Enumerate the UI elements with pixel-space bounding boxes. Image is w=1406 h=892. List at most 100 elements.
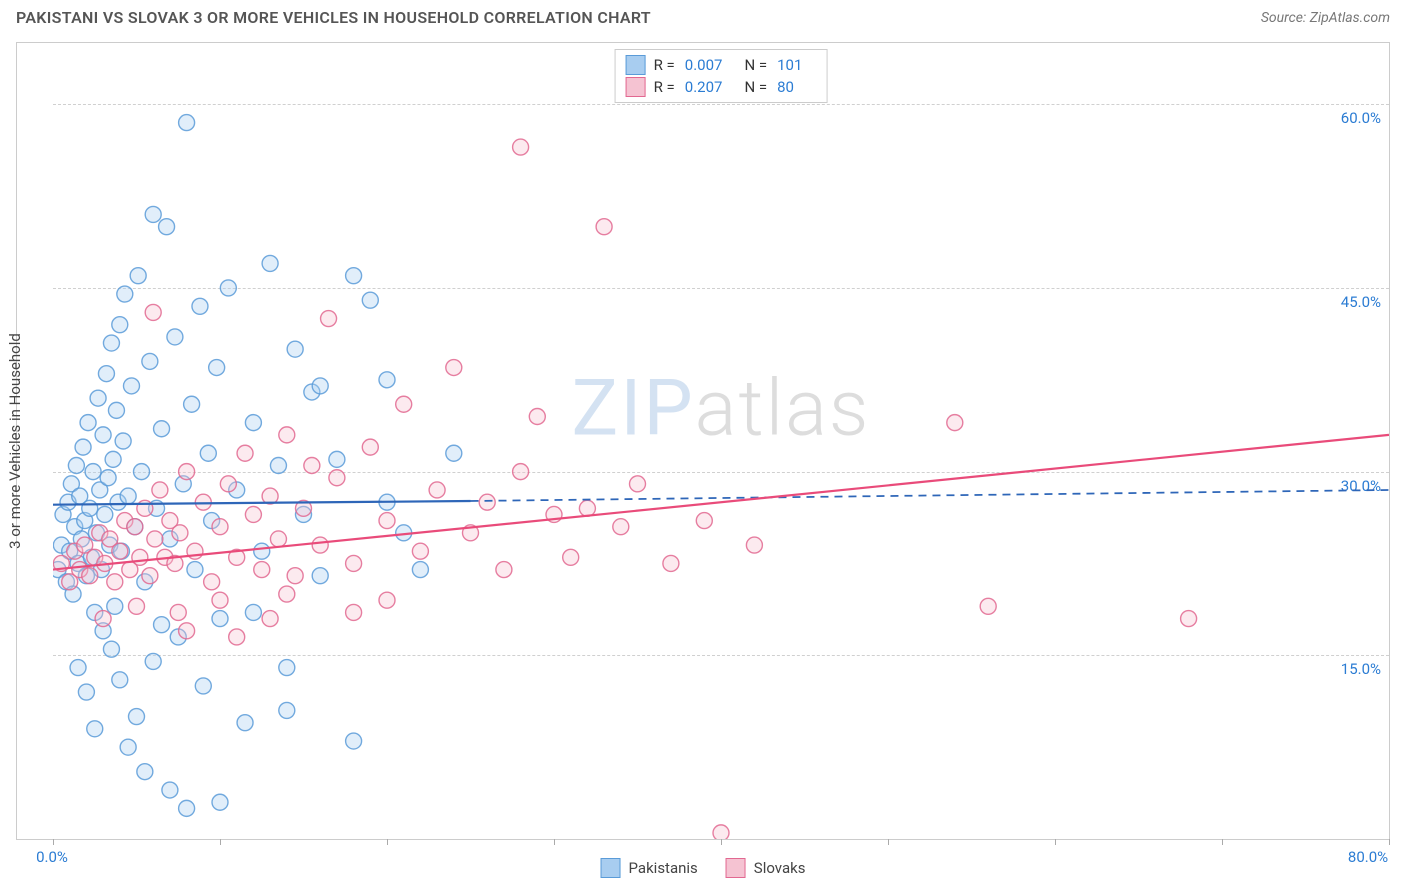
scatter-point xyxy=(98,366,114,382)
scatter-point xyxy=(429,482,445,498)
scatter-point xyxy=(145,304,161,320)
scatter-point xyxy=(107,598,123,614)
scatter-point xyxy=(262,255,278,271)
x-tick-mark xyxy=(554,839,555,845)
scatter-point xyxy=(200,445,216,461)
scatter-point xyxy=(279,427,295,443)
scatter-point xyxy=(142,353,158,369)
scatter-point xyxy=(312,568,328,584)
scatter-point xyxy=(195,678,211,694)
scatter-point xyxy=(229,629,245,645)
chart-area: 3 or more Vehicles in Household 15.0%30.… xyxy=(16,42,1390,840)
scatter-point xyxy=(184,396,200,412)
x-axis-min-label: 0.0% xyxy=(36,848,68,866)
scatter-point xyxy=(312,537,328,553)
scatter-point xyxy=(237,445,253,461)
scatter-point xyxy=(287,341,303,357)
scatter-point xyxy=(362,292,378,308)
scatter-point xyxy=(82,568,98,584)
x-tick-mark xyxy=(1222,839,1223,845)
legend-item-slovaks: Slovaks xyxy=(726,858,806,878)
scatter-point xyxy=(446,360,462,376)
scatter-point xyxy=(120,739,136,755)
n-value-pakistanis: 101 xyxy=(777,56,802,74)
scatter-point xyxy=(154,421,170,437)
scatter-point xyxy=(82,500,98,516)
scatter-point xyxy=(129,709,145,725)
scatter-point xyxy=(412,543,428,559)
scatter-point xyxy=(129,598,145,614)
r-value-slovaks: 0.207 xyxy=(685,78,723,96)
scatter-point xyxy=(713,825,729,839)
swatch-pakistanis xyxy=(601,858,621,878)
scatter-point xyxy=(100,470,116,486)
scatter-point xyxy=(112,317,128,333)
scatter-point xyxy=(95,427,111,443)
scatter-point xyxy=(479,494,495,510)
x-tick-mark xyxy=(1389,839,1390,845)
legend-row-slovaks: R = 0.207 N = 80 xyxy=(626,76,817,98)
scatter-point xyxy=(237,715,253,731)
r-label: R = xyxy=(654,78,675,96)
scatter-point xyxy=(105,451,121,467)
swatch-slovaks xyxy=(726,858,746,878)
swatch-pakistanis xyxy=(626,55,646,75)
scatter-point xyxy=(245,604,261,620)
scatter-point xyxy=(117,286,133,302)
scatter-point xyxy=(1181,611,1197,627)
scatter-point xyxy=(167,329,183,345)
scatter-point xyxy=(412,562,428,578)
x-tick-mark xyxy=(888,839,889,845)
scatter-point xyxy=(379,372,395,388)
scatter-svg xyxy=(53,43,1389,839)
scatter-point xyxy=(947,415,963,431)
scatter-point xyxy=(85,464,101,480)
scatter-point xyxy=(68,457,84,473)
scatter-point xyxy=(179,800,195,816)
scatter-point xyxy=(137,764,153,780)
scatter-point xyxy=(270,531,286,547)
plot-area: 15.0%30.0%45.0%60.0% R = 0.007 N = 101 R… xyxy=(53,43,1389,839)
scatter-point xyxy=(87,721,103,737)
scatter-point xyxy=(179,115,195,131)
n-value-slovaks: 80 xyxy=(777,78,794,96)
x-tick-mark xyxy=(1055,839,1056,845)
scatter-point xyxy=(312,378,328,394)
swatch-slovaks xyxy=(626,77,646,97)
scatter-point xyxy=(75,439,91,455)
scatter-point xyxy=(596,219,612,235)
scatter-point xyxy=(346,555,362,571)
legend-row-pakistanis: R = 0.007 N = 101 xyxy=(626,54,817,76)
scatter-point xyxy=(162,782,178,798)
x-tick-mark xyxy=(721,839,722,845)
trend-line-extrapolated xyxy=(471,490,1390,501)
scatter-point xyxy=(192,298,208,314)
x-axis-max-label: 80.0% xyxy=(1348,848,1388,866)
scatter-point xyxy=(123,378,139,394)
scatter-point xyxy=(245,415,261,431)
scatter-point xyxy=(70,660,86,676)
scatter-point xyxy=(304,457,320,473)
scatter-point xyxy=(346,268,362,284)
scatter-point xyxy=(134,464,150,480)
scatter-point xyxy=(103,335,119,351)
scatter-point xyxy=(746,537,762,553)
scatter-point xyxy=(107,574,123,590)
scatter-point xyxy=(329,470,345,486)
chart-title: PAKISTANI VS SLOVAK 3 OR MORE VEHICLES I… xyxy=(16,8,651,27)
series-label-pakistanis: Pakistanis xyxy=(629,859,698,877)
scatter-point xyxy=(187,562,203,578)
scatter-point xyxy=(78,684,94,700)
scatter-point xyxy=(209,360,225,376)
scatter-point xyxy=(220,476,236,492)
scatter-point xyxy=(287,568,303,584)
scatter-point xyxy=(154,617,170,633)
scatter-point xyxy=(142,568,158,584)
x-tick-mark xyxy=(220,839,221,845)
scatter-point xyxy=(145,206,161,222)
scatter-point xyxy=(152,482,168,498)
legend-stats: R = 0.007 N = 101 R = 0.207 N = 80 xyxy=(615,49,828,103)
scatter-point xyxy=(212,794,228,810)
series-label-slovaks: Slovaks xyxy=(754,859,806,877)
y-axis-label: 3 or more Vehicles in Household xyxy=(6,333,24,549)
